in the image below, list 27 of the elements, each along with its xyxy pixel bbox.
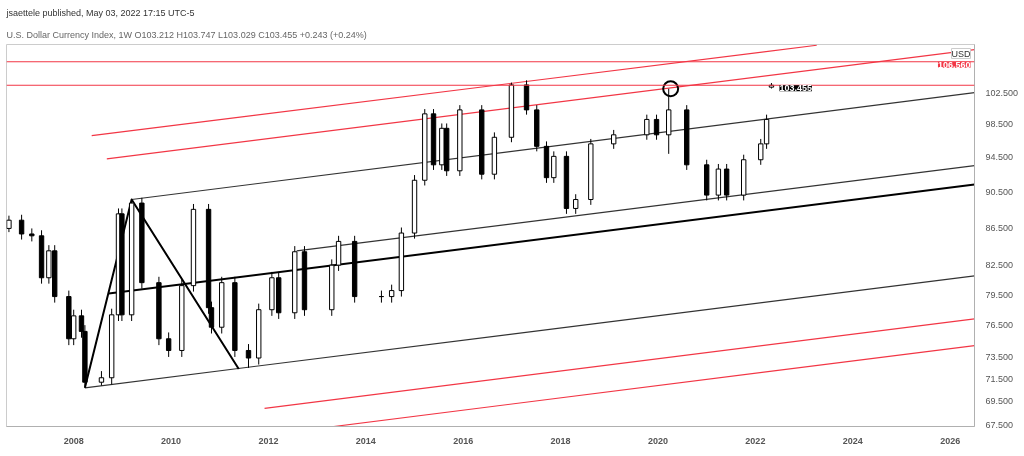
chart-subtitle: U.S. Dollar Currency Index, 1W O103.212 H103.747 L103.029 C103.455 +0.243 (+0.24%): [6, 29, 367, 40]
y-tick-label: 76.500: [985, 320, 1014, 331]
annotation: 103.455: [779, 83, 812, 94]
x-tick-label: 2022: [745, 435, 766, 446]
chart-title: jsaettele published, May 03, 2022 17:15 UTC-5: [5, 7, 195, 18]
x-tick-label: 2012: [258, 435, 279, 446]
y-tick-label: 94.500: [985, 152, 1014, 163]
y-tick-label: 67.500: [985, 419, 1014, 430]
y-tick-label: 102.500: [985, 87, 1019, 98]
ref-line-label: 106.560: [937, 59, 971, 70]
y-tick-label: 73.500: [985, 351, 1014, 362]
y-tick-label: 71.500: [985, 373, 1014, 384]
x-tick-label: 2026: [940, 435, 961, 446]
y-tick-label: 90.500: [985, 186, 1014, 197]
y-tick-label: 79.500: [985, 289, 1014, 300]
y-tick-label: 98.500: [985, 119, 1014, 130]
x-tick-label: 2018: [550, 435, 571, 446]
x-tick-label: 2020: [647, 435, 669, 446]
y-tick-label: 86.500: [985, 222, 1014, 233]
x-tick-label: 2024: [842, 435, 863, 446]
y-axis-title: USD: [951, 48, 971, 59]
x-tick-label: 2014: [355, 435, 376, 446]
x-tick-label: 2008: [63, 435, 84, 446]
x-tick-label: 2016: [453, 435, 474, 446]
x-tick-label: 2010: [161, 435, 182, 446]
y-tick-label: 69.500: [985, 396, 1014, 407]
y-tick-label: 82.500: [985, 260, 1014, 271]
